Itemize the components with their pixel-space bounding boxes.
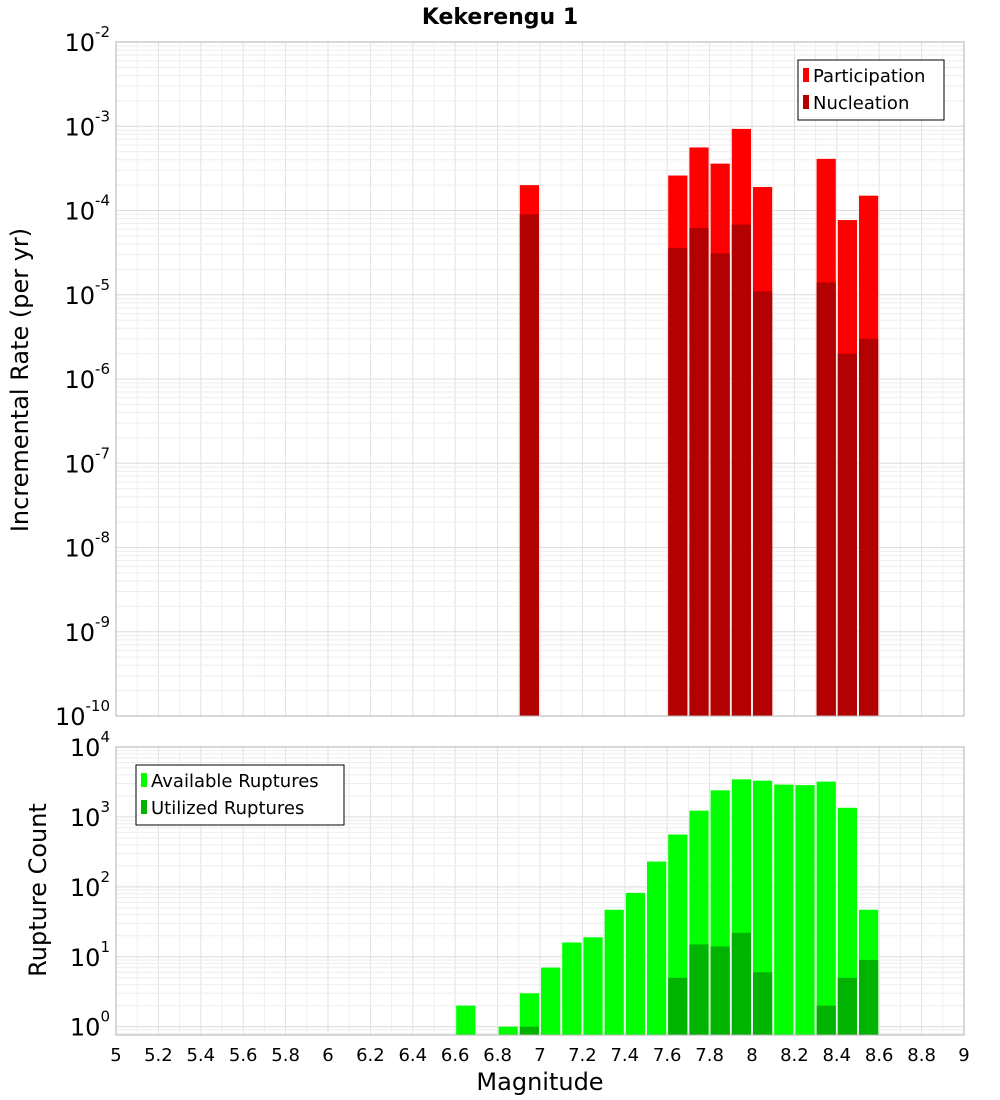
bottom-series-secondary xyxy=(519,932,879,1035)
x-tick-label: 8.8 xyxy=(907,1045,936,1066)
bottom-y-tick-label: 102 xyxy=(70,868,110,902)
top-y-tick-label: 10-10 xyxy=(55,697,110,731)
bottom-bar xyxy=(710,946,730,1035)
bottom-bar xyxy=(774,784,794,1035)
top-legend-swatch xyxy=(803,95,809,109)
bottom-bar xyxy=(859,959,879,1035)
bottom-legend-label: Available Ruptures xyxy=(151,771,319,792)
bottom-bar xyxy=(795,785,815,1035)
bottom-bar xyxy=(604,909,624,1035)
bottom-bar xyxy=(583,937,603,1035)
top-y-tick-label: 10-2 xyxy=(64,23,110,57)
bottom-bar xyxy=(753,972,773,1035)
x-tick-label: 5.8 xyxy=(271,1045,300,1066)
top-y-tick-label: 10-5 xyxy=(64,276,110,310)
top-bar xyxy=(668,247,688,716)
x-tick-label: 5 xyxy=(110,1045,121,1066)
x-tick-label: 8.2 xyxy=(780,1045,809,1066)
bottom-legend-box xyxy=(135,764,345,826)
bottom-y-tick-label: 100 xyxy=(70,1008,110,1042)
x-tick-label: 9 xyxy=(958,1045,969,1066)
top-bar xyxy=(816,282,836,716)
x-tick-label: 7 xyxy=(534,1045,545,1066)
bottom-legend-label: Utilized Ruptures xyxy=(151,798,304,819)
x-tick-label: 6 xyxy=(322,1045,333,1066)
bottom-legend-swatch xyxy=(141,800,147,814)
top-grid xyxy=(115,42,965,717)
top-y-tick-label: 10-9 xyxy=(64,613,110,647)
top-bar xyxy=(689,227,709,716)
bottom-bar xyxy=(456,1005,476,1035)
top-legend: Participation Nucleation xyxy=(797,59,945,121)
top-bar xyxy=(519,214,539,716)
bottom-bar xyxy=(541,967,561,1035)
top-bar xyxy=(753,291,773,716)
x-tick-label: 5.6 xyxy=(229,1045,258,1066)
x-tick-label: 5.4 xyxy=(186,1045,215,1066)
top-y-tick-label: 10-8 xyxy=(64,529,110,563)
bottom-bar xyxy=(689,944,709,1035)
bottom-y-axis-label: Rupture Count xyxy=(24,803,52,977)
bottom-legend: Available Ruptures Utilized Ruptures xyxy=(135,764,345,826)
x-tick-label: 7.4 xyxy=(610,1045,639,1066)
x-tick-label: 6.4 xyxy=(398,1045,427,1066)
x-tick-label: 5.2 xyxy=(144,1045,173,1066)
top-y-tick-label: 10-6 xyxy=(64,360,110,394)
bottom-bar xyxy=(816,781,836,1035)
bottom-bar xyxy=(731,932,751,1035)
x-tick-label: 8.4 xyxy=(822,1045,851,1066)
x-tick-label: 7.6 xyxy=(653,1045,682,1066)
bottom-bar xyxy=(668,977,688,1035)
top-bar xyxy=(731,224,751,716)
top-bar xyxy=(859,338,879,716)
top-legend-label: Participation xyxy=(813,66,925,87)
top-bar xyxy=(710,253,730,716)
chart-title: Kekerengu 1 xyxy=(422,5,578,30)
top-plot-frame xyxy=(115,41,965,717)
bottom-panel: 100 101 102 103 104 5 5.2 5.4 5.6 5.8 6 6.2 6.4 6.6 6.… xyxy=(70,728,970,1066)
bottom-plot-frame xyxy=(115,746,965,1036)
top-bar xyxy=(837,353,857,716)
bottom-bar xyxy=(519,993,539,1035)
x-axis-label: Magnitude xyxy=(476,1068,603,1096)
x-tick-label: 6.6 xyxy=(441,1045,470,1066)
top-legend-swatch xyxy=(803,68,809,82)
bottom-bar xyxy=(625,892,645,1035)
top-y-axis-label: Incremental Rate (per yr) xyxy=(6,228,34,532)
top-y-tick-label: 10-4 xyxy=(64,192,110,226)
bottom-bar xyxy=(837,977,857,1035)
bottom-y-tick-label: 104 xyxy=(70,728,110,762)
bottom-bar xyxy=(816,1005,836,1035)
bottom-bar xyxy=(519,1026,539,1035)
x-tick-label: 8 xyxy=(746,1045,757,1066)
top-panel: 10-10 10-9 10-8 10-7 10-6 10-5 10-4 10-3 10-2 Par… xyxy=(55,23,965,731)
top-y-tick-label: 10-3 xyxy=(64,107,110,141)
x-tick-label: 7.8 xyxy=(695,1045,724,1066)
top-legend-label: Nucleation xyxy=(813,93,909,114)
x-tick-label: 8.6 xyxy=(865,1045,894,1066)
bottom-legend-swatch xyxy=(141,773,147,787)
bottom-bar xyxy=(753,780,773,1035)
bottom-bar xyxy=(647,861,667,1035)
top-series-secondary xyxy=(519,214,879,716)
x-tick-label: 7.2 xyxy=(568,1045,597,1066)
bottom-bar xyxy=(562,942,582,1035)
top-legend-box xyxy=(797,59,945,121)
bottom-y-tick-label: 101 xyxy=(70,938,110,972)
top-y-tick-label: 10-7 xyxy=(64,444,110,478)
x-tick-label: 6.2 xyxy=(356,1045,385,1066)
bottom-bar xyxy=(498,1026,518,1035)
bottom-y-tick-label: 103 xyxy=(70,798,110,832)
x-tick-label: 6.8 xyxy=(483,1045,512,1066)
